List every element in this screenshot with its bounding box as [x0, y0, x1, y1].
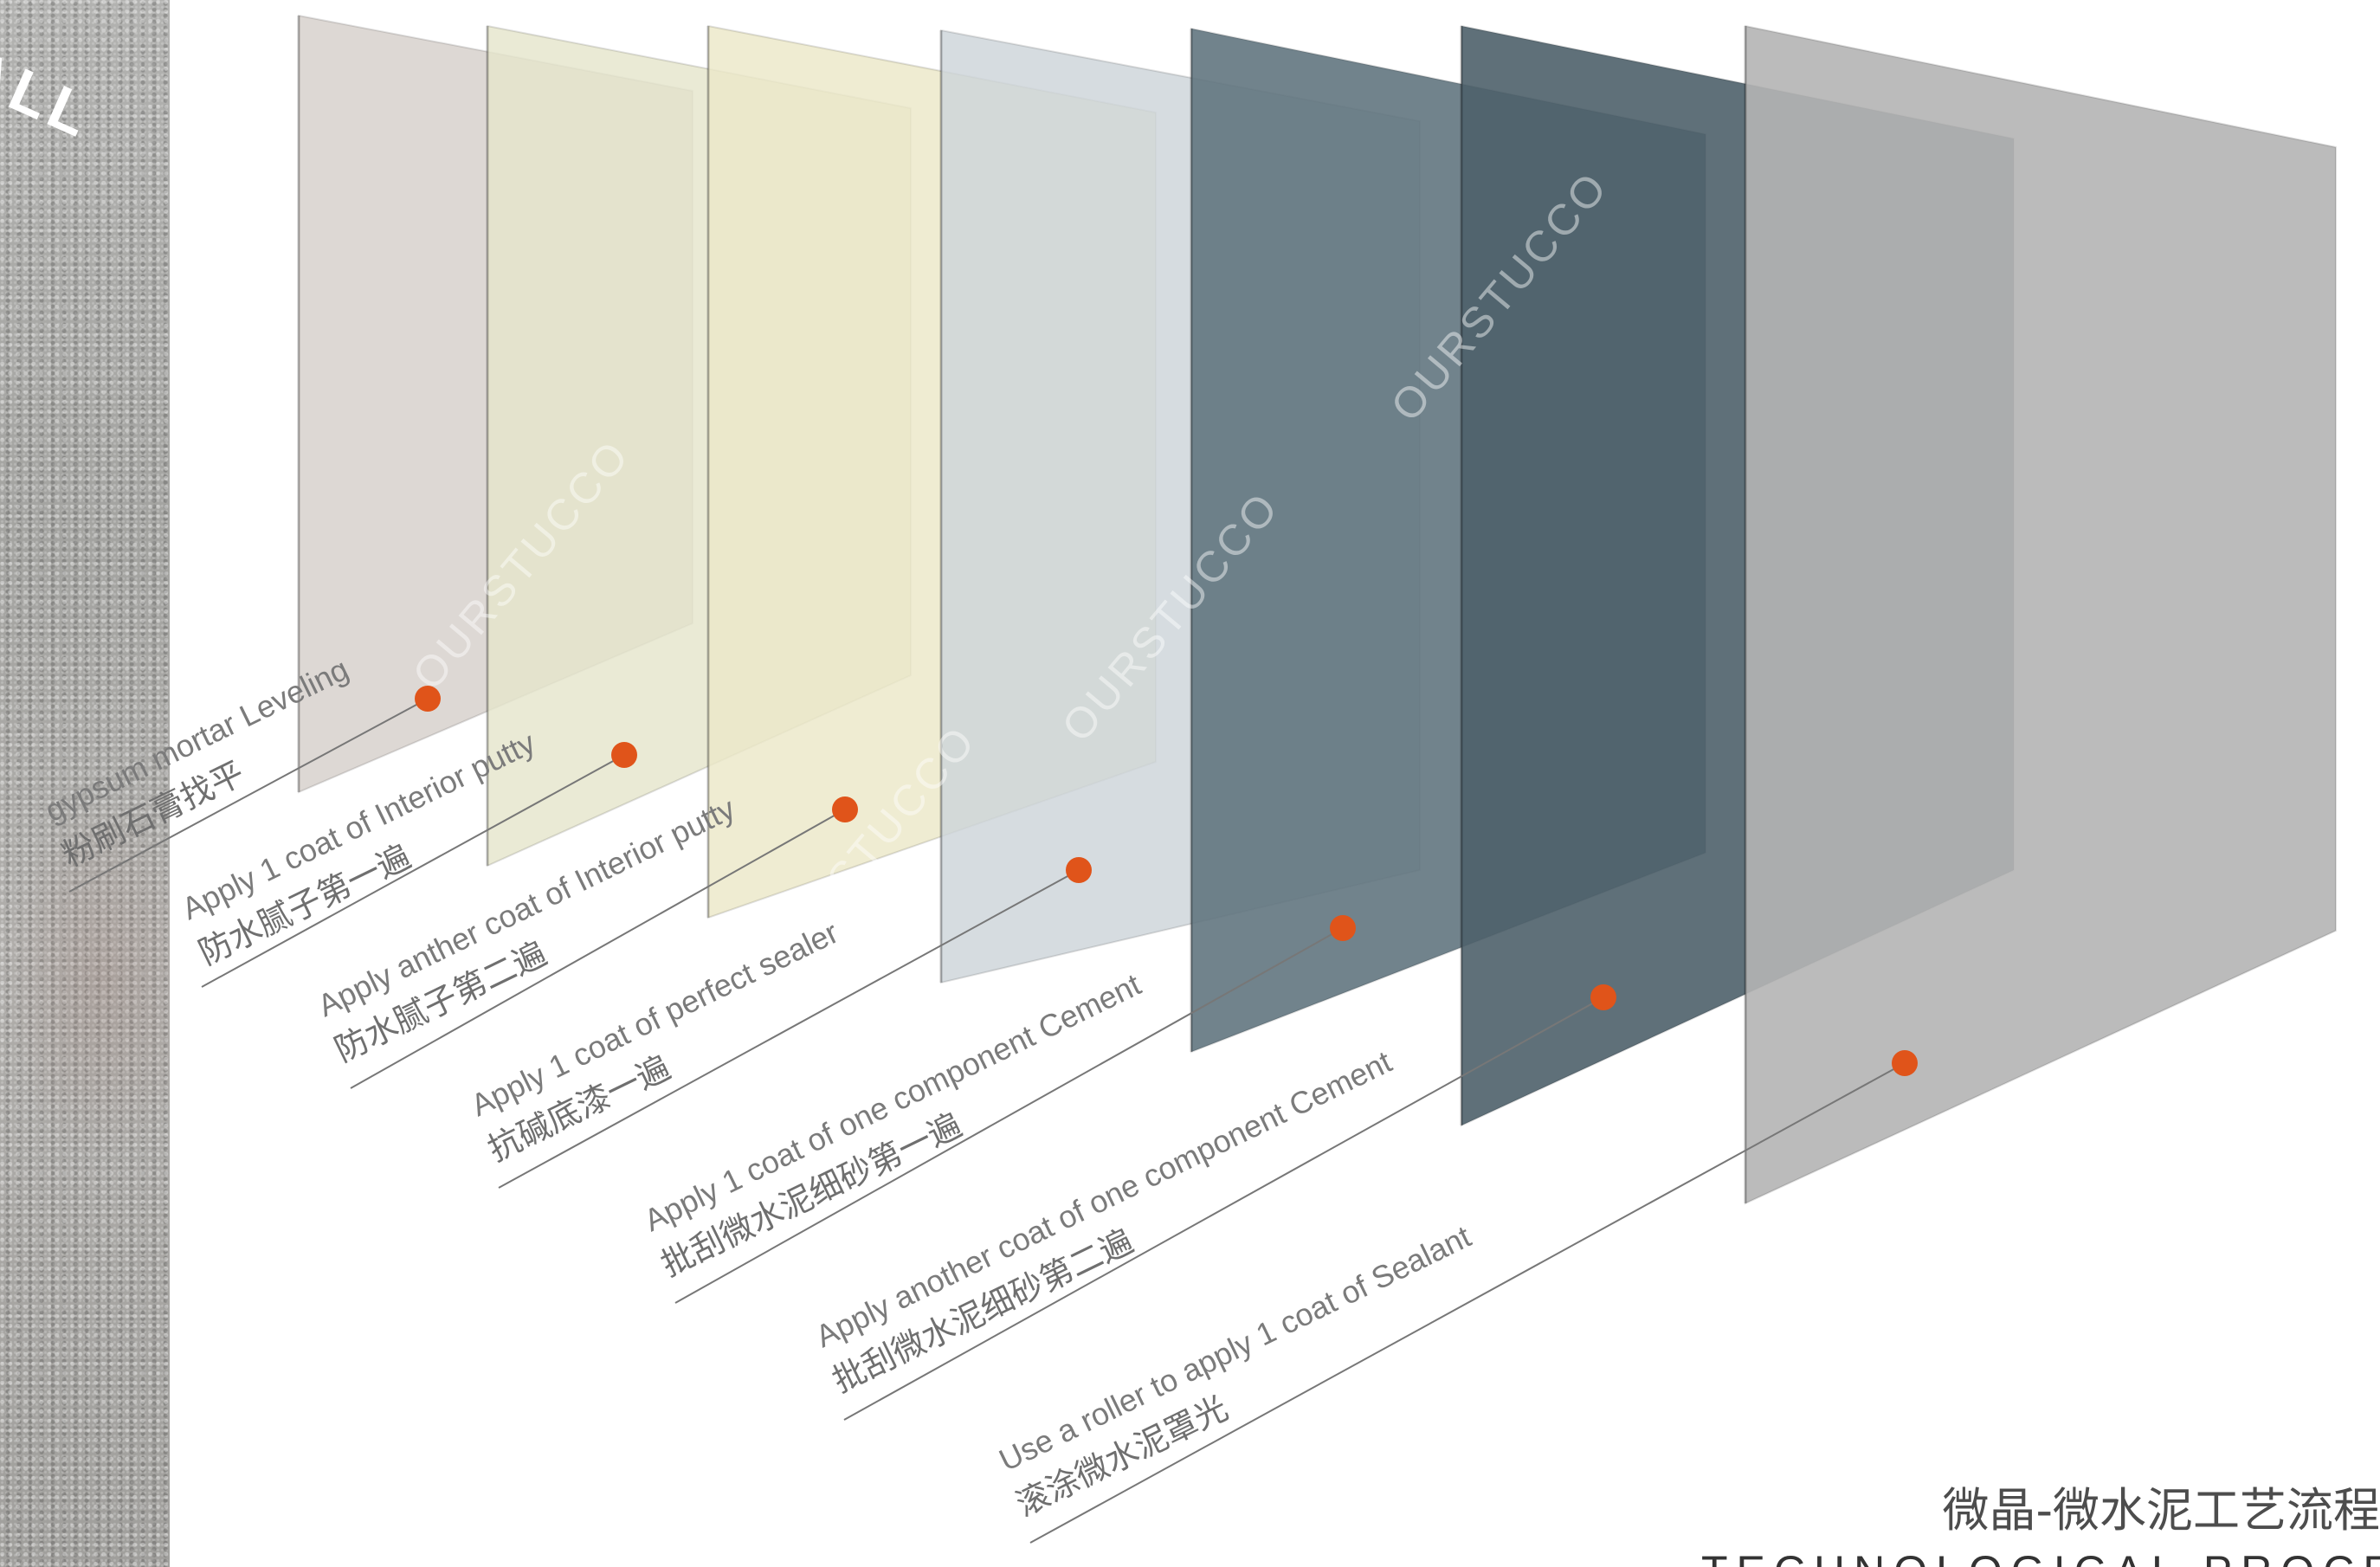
leader-line-3: [350, 809, 846, 1089]
title-english: TECHNOLOGICAL PROCESS: [1701, 1546, 2380, 1567]
marker-dot-1: [415, 686, 441, 712]
layer-panel-7: [1745, 24, 2337, 1205]
leader-line-5: [674, 927, 1344, 1304]
marker-dot-3: [832, 796, 858, 822]
title-chinese: 微晶-微水泥工艺流程: [1942, 1483, 2380, 1538]
stucco-texture-tint: [0, 796, 170, 1160]
marker-dot-7: [1892, 1050, 1918, 1076]
leader-line-1: [68, 698, 429, 893]
marker-dot-2: [611, 742, 637, 768]
leader-line-7: [1029, 1062, 1906, 1544]
marker-dot-4: [1066, 857, 1092, 883]
leader-line-2: [201, 754, 625, 988]
marker-dot-6: [1590, 984, 1616, 1010]
leader-line-6: [843, 996, 1604, 1421]
leader-line-4: [498, 869, 1080, 1189]
marker-dot-5: [1330, 915, 1356, 941]
leader-lines: [68, 686, 1918, 1544]
stucco-texture-strip: [0, 0, 170, 1567]
layer-panels: [297, 14, 2337, 1205]
